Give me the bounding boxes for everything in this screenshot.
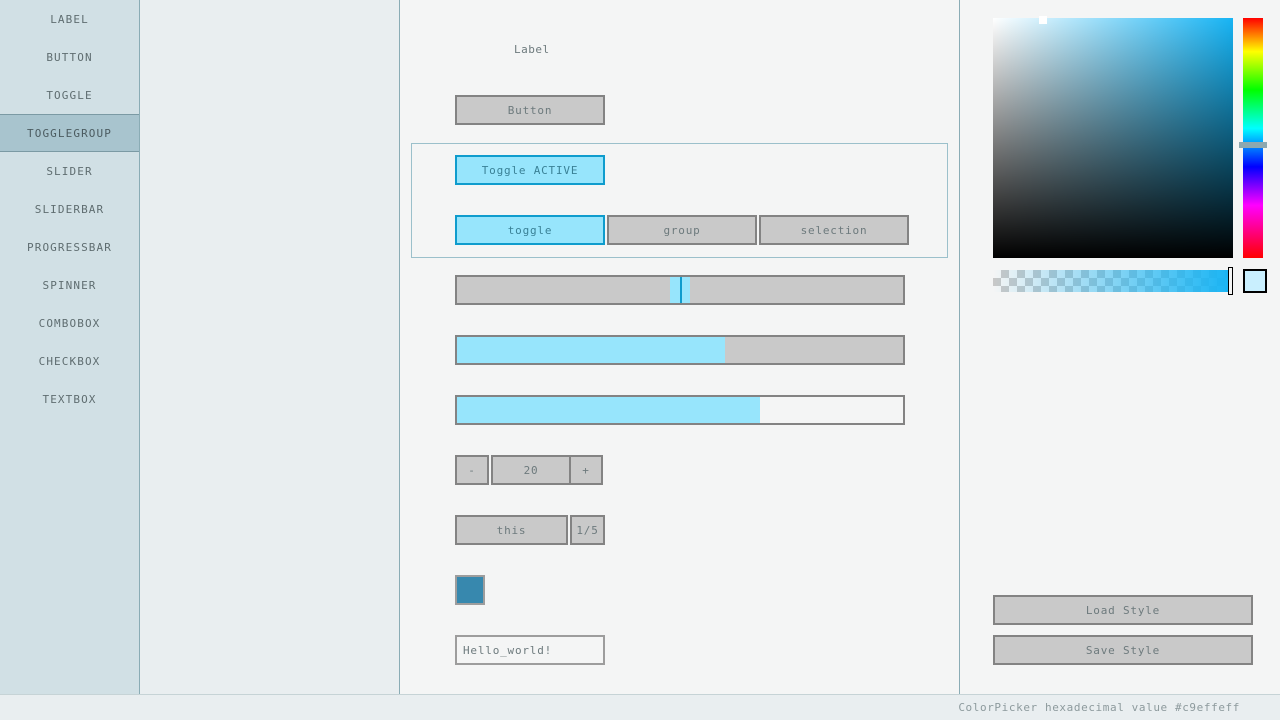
color-picker-preview-swatch bbox=[1243, 269, 1267, 293]
sidebar-item-progressbar[interactable]: PROGRESSBAR bbox=[0, 228, 139, 266]
sidebar-item-spinner-text: SPINNER bbox=[42, 278, 97, 292]
spinner-value[interactable]: 20 bbox=[491, 455, 571, 485]
sidebar: LABEL BUTTON TOGGLE TOGGLEGROUP SLIDER S… bbox=[0, 0, 140, 694]
color-picker-hue-strip[interactable] bbox=[1239, 18, 1267, 258]
sidebar-item-button-text: BUTTON bbox=[46, 50, 93, 64]
color-picker-alpha-handle[interactable] bbox=[1227, 267, 1233, 295]
color-picker-alpha-strip[interactable] bbox=[993, 267, 1233, 295]
sidebar-item-slider-text: SLIDER bbox=[46, 164, 93, 178]
togglegroup-option-toggle[interactable]: toggle bbox=[455, 215, 605, 245]
slider-handle[interactable] bbox=[670, 277, 690, 303]
primary-button[interactable]: Button bbox=[455, 95, 605, 125]
color-picker-cursor[interactable] bbox=[1039, 16, 1048, 25]
color-picker-alpha-gradient bbox=[993, 270, 1233, 292]
sidebar-item-textbox[interactable]: TEXTBOX bbox=[0, 380, 139, 418]
combobox-value[interactable]: this bbox=[455, 515, 568, 545]
sidebar-item-checkbox[interactable]: CHECKBOX bbox=[0, 342, 139, 380]
sidebar-item-label-text: LABEL bbox=[50, 12, 89, 26]
textbox[interactable]: Hello_world! bbox=[455, 635, 605, 665]
sidebar-item-sliderbar-text: SLIDERBAR bbox=[34, 202, 105, 216]
middle-panel bbox=[140, 0, 400, 694]
progressbar bbox=[455, 395, 905, 425]
sidebar-item-toggle-text: TOGGLE bbox=[46, 88, 93, 102]
sidebar-item-toggle[interactable]: TOGGLE bbox=[0, 76, 139, 114]
status-bar-text: ColorPicker hexadecimal value #c9effeff bbox=[958, 701, 1240, 714]
sidebar-item-slider[interactable]: SLIDER bbox=[0, 152, 139, 190]
color-picker-saturation-value-area[interactable] bbox=[993, 16, 1233, 258]
sidebar-item-label[interactable]: LABEL bbox=[0, 0, 139, 38]
textbox-value: Hello_world! bbox=[463, 643, 553, 657]
save-style-button[interactable]: Save Style bbox=[993, 635, 1253, 665]
toggle-active-button[interactable]: Toggle ACTIVE bbox=[455, 155, 605, 185]
checkbox[interactable] bbox=[455, 575, 485, 605]
color-picker-hue-handle[interactable] bbox=[1239, 142, 1267, 149]
status-bar: ColorPicker hexadecimal value #c9effeff bbox=[0, 694, 1280, 720]
sidebar-item-togglegroup-text: TOGGLEGROUP bbox=[27, 126, 112, 140]
progressbar-fill bbox=[457, 397, 761, 423]
sliderbar-fill bbox=[457, 337, 725, 363]
sidebar-item-progressbar-text: PROGRESSBAR bbox=[27, 240, 112, 254]
main-panel: Label Button Toggle ACTIVE toggle group … bbox=[400, 0, 960, 694]
page-title: Label bbox=[514, 43, 550, 56]
checkbox-fill bbox=[457, 577, 483, 603]
slider-handle-tick bbox=[680, 277, 682, 303]
sidebar-item-spinner[interactable]: SPINNER bbox=[0, 266, 139, 304]
sidebar-item-button[interactable]: BUTTON bbox=[0, 38, 139, 76]
sidebar-item-combobox[interactable]: COMBOBOX bbox=[0, 304, 139, 342]
sidebar-item-combobox-text: COMBOBOX bbox=[38, 316, 101, 330]
sidebar-item-checkbox-text: CHECKBOX bbox=[38, 354, 101, 368]
right-panel: Load Style Save Style bbox=[960, 0, 1280, 694]
togglegroup-option-selection[interactable]: selection bbox=[759, 215, 909, 245]
sliderbar[interactable] bbox=[455, 335, 905, 365]
slider[interactable] bbox=[455, 275, 905, 305]
sidebar-item-textbox-text: TEXTBOX bbox=[42, 392, 97, 406]
load-style-button[interactable]: Load Style bbox=[993, 595, 1253, 625]
sidebar-item-togglegroup[interactable]: TOGGLEGROUP bbox=[0, 114, 139, 152]
togglegroup-option-group[interactable]: group bbox=[607, 215, 757, 245]
spinner-decrement-button[interactable]: - bbox=[455, 455, 489, 485]
spinner-increment-button[interactable]: + bbox=[569, 455, 603, 485]
sidebar-item-sliderbar[interactable]: SLIDERBAR bbox=[0, 190, 139, 228]
combobox-index-indicator[interactable]: 1/5 bbox=[570, 515, 605, 545]
